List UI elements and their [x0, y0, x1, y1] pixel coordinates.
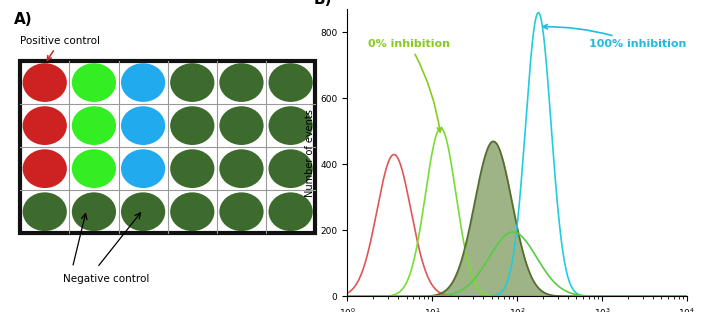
Ellipse shape	[219, 63, 264, 102]
Bar	[20, 61, 315, 233]
Ellipse shape	[22, 106, 67, 145]
Ellipse shape	[170, 192, 215, 231]
Ellipse shape	[72, 63, 116, 102]
Ellipse shape	[170, 106, 215, 145]
Ellipse shape	[219, 106, 264, 145]
Y-axis label: Number of events: Number of events	[305, 109, 315, 197]
Ellipse shape	[268, 63, 313, 102]
Ellipse shape	[268, 192, 313, 231]
Ellipse shape	[170, 149, 215, 188]
Text: Positive control: Positive control	[20, 36, 100, 60]
Ellipse shape	[22, 63, 67, 102]
Ellipse shape	[219, 149, 264, 188]
Ellipse shape	[121, 192, 165, 231]
Ellipse shape	[121, 106, 165, 145]
Ellipse shape	[268, 106, 313, 145]
Ellipse shape	[72, 149, 116, 188]
Ellipse shape	[121, 149, 165, 188]
Ellipse shape	[170, 63, 215, 102]
Ellipse shape	[121, 63, 165, 102]
Ellipse shape	[268, 149, 313, 188]
Ellipse shape	[22, 192, 67, 231]
Ellipse shape	[22, 149, 67, 188]
Ellipse shape	[72, 106, 116, 145]
Text: 0% inhibition: 0% inhibition	[369, 39, 451, 132]
Text: 100% inhibition: 100% inhibition	[543, 24, 687, 49]
Ellipse shape	[72, 192, 116, 231]
Text: A): A)	[14, 12, 33, 27]
Text: Negative control: Negative control	[63, 274, 149, 284]
Text: B): B)	[313, 0, 332, 7]
Ellipse shape	[219, 192, 264, 231]
